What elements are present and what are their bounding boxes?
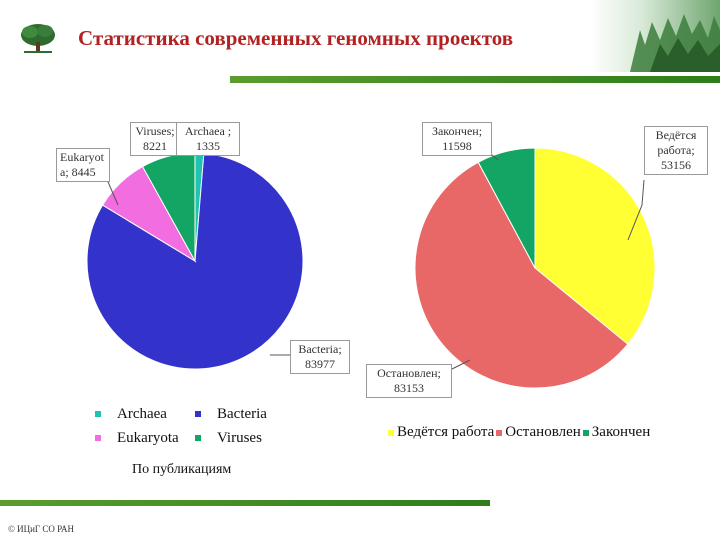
label-stopped: Остановлен; 83153 xyxy=(366,364,452,398)
pie-chart-status xyxy=(414,147,656,389)
legend-status: Ведётся работа Остановлен Закончен xyxy=(388,424,650,441)
label-completed: Закончен; 11598 xyxy=(422,122,492,156)
source-note: По публикациям xyxy=(132,462,232,477)
pie-chart-organisms xyxy=(86,152,304,370)
label-bacteria: Bacteria; 83977 xyxy=(290,340,350,374)
label-in-progress: Ведётся работа; 53156 xyxy=(644,126,708,175)
page-title: Статистика современных геномных проектов xyxy=(78,26,514,50)
legend-item-completed: Закончен xyxy=(581,424,650,441)
legend-item-eukaryota: Eukaryota xyxy=(95,430,195,447)
legend-organisms: Archaea Bacteria Eukaryota Viruses xyxy=(95,402,295,450)
pie-slice-completed xyxy=(477,147,536,269)
legend-item-viruses: Viruses xyxy=(195,430,295,447)
forest-image xyxy=(590,0,720,72)
pie-slice-stopped xyxy=(414,161,629,389)
pie-slice-in-progress xyxy=(534,147,656,345)
legend-item-in-progress: Ведётся работа xyxy=(388,424,494,441)
footer-copyright: © ИЦиГ СО РАН xyxy=(8,524,74,534)
footer-divider xyxy=(0,500,490,506)
label-eukaryota: Eukaryot a; 8445 xyxy=(56,148,110,182)
header-divider xyxy=(230,76,720,83)
label-viruses: Viruses; 8221 xyxy=(130,122,180,156)
legend-item-stopped: Остановлен xyxy=(494,424,581,441)
leader-in-progress xyxy=(627,179,645,241)
legend-item-bacteria: Bacteria xyxy=(195,406,295,423)
header: Статистика современных геномных проектов xyxy=(0,0,720,80)
legend-item-archaea: Archaea xyxy=(95,406,195,423)
label-archaea: Archaea ; 1335 xyxy=(176,122,240,156)
tree-icon xyxy=(18,22,58,56)
